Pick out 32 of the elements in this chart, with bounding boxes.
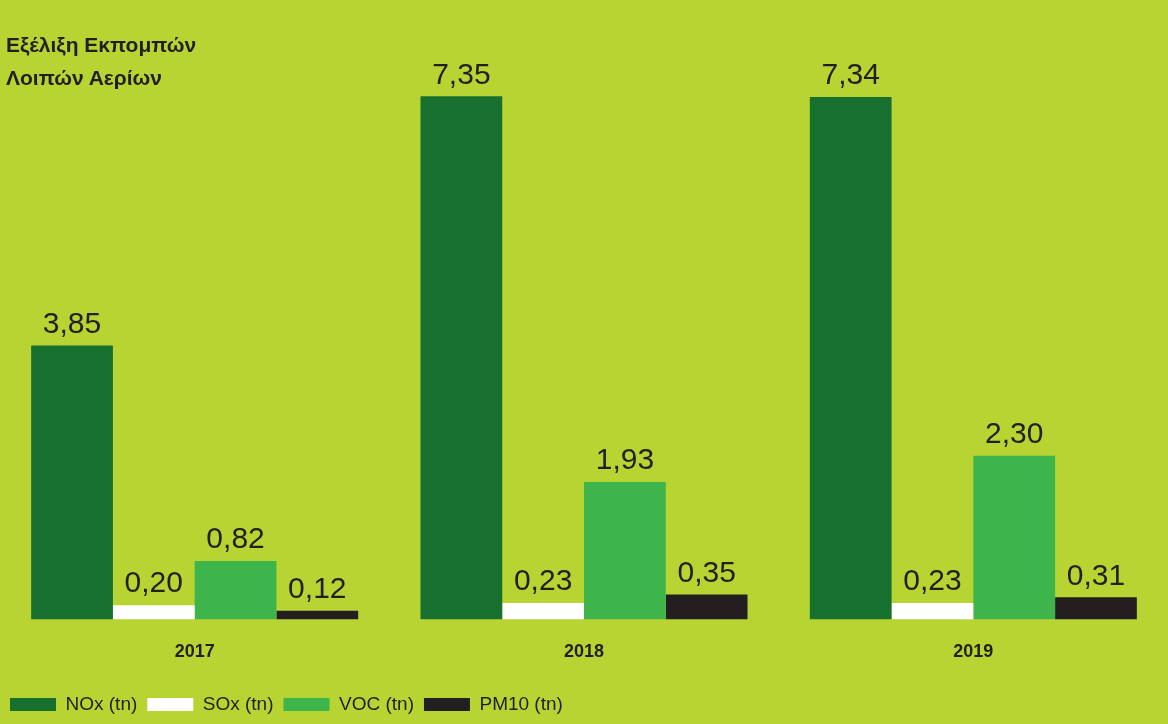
data-label: 0,35 [677,554,736,588]
x-tick-label: 2018 [563,641,605,662]
data-label: 0,23 [903,563,962,597]
bar [665,594,748,620]
bar [420,96,503,620]
bar [31,345,113,620]
legend-label: NOx (tn) [65,692,138,714]
legend-label: PM10 (tn) [479,692,563,714]
bar [112,605,195,620]
data-label: 0,12 [288,571,347,605]
bar [809,96,892,620]
bar [502,603,584,620]
data-label: 0,31 [1066,557,1126,591]
bar [276,610,359,620]
data-label: 1,93 [595,442,655,476]
data-label: 0,20 [124,565,183,599]
bar [891,603,974,620]
bar [973,455,1056,620]
data-label: 7,35 [432,56,491,90]
data-label: 7,34 [821,57,880,91]
data-label: 3,85 [42,305,102,339]
bar [194,561,277,620]
data-label: 2,30 [985,415,1044,449]
chart-title: Εξέλιξη Εκπομπών Λοιπών Αερίων [6,32,198,91]
x-tick-label: 2017 [174,641,215,662]
bar [1055,597,1137,620]
legend-label: VOC (tn) [339,692,414,714]
data-label: 0,23 [513,563,573,597]
legend-label: SOx (tn) [202,692,274,714]
x-tick-label: 2019 [953,641,994,662]
data-label: 0,82 [206,521,265,555]
bar [584,482,666,620]
